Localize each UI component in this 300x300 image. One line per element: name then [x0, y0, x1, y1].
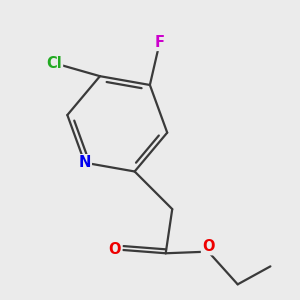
Text: Cl: Cl	[46, 56, 62, 70]
Text: F: F	[155, 35, 165, 50]
Text: O: O	[202, 239, 214, 254]
Text: O: O	[109, 242, 121, 257]
Text: N: N	[79, 155, 91, 170]
